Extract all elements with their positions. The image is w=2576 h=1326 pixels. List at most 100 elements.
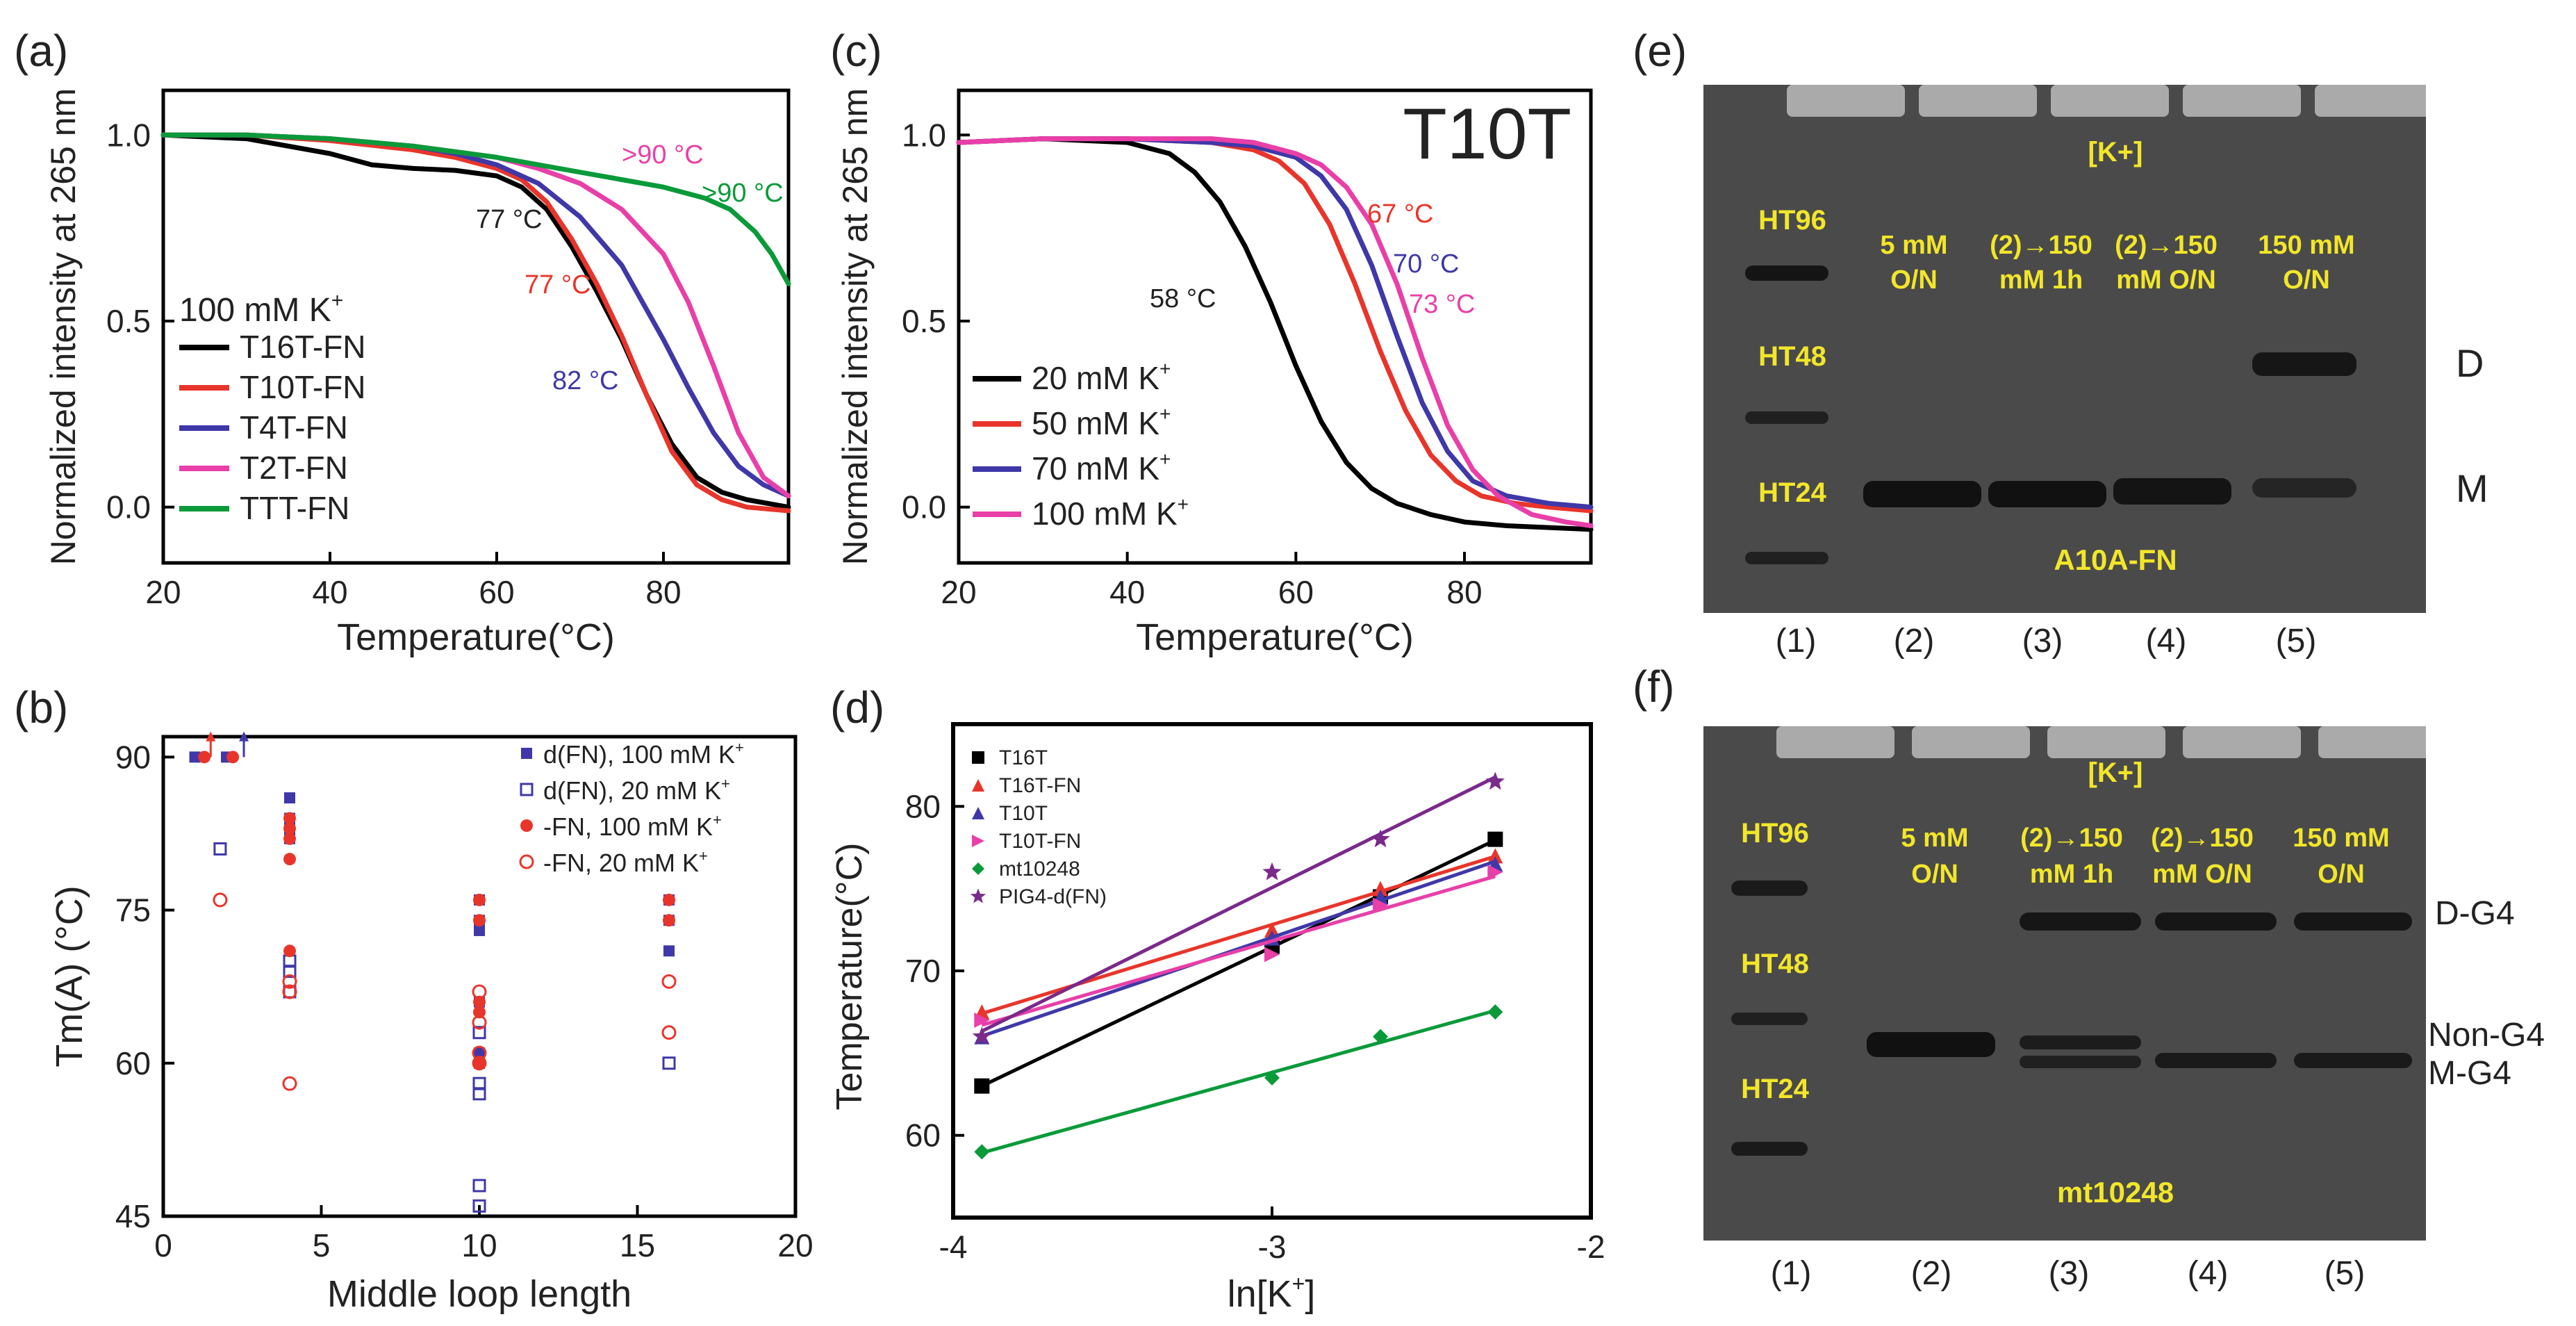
legend-label-a: T16T-FN (240, 329, 365, 365)
scatter-point-b (283, 832, 296, 845)
scatter-point-b (283, 822, 296, 835)
scatter-point-b (473, 1056, 486, 1070)
gel-image-f (1703, 726, 2426, 1241)
annotations-a: 77 °C 77 °C 82 °C >90 °C >90 °C (476, 140, 784, 395)
gel-well (2183, 726, 2301, 758)
scatter-point-d (972, 1026, 991, 1045)
y-tick-label-a: 0.0 (106, 489, 151, 525)
x-tick-label-c: 40 (1109, 574, 1145, 610)
series-line-c-20-mm-k- (956, 136, 1594, 532)
legend-label-d: T10T-FN (999, 830, 1081, 853)
scatter-point-b (283, 853, 296, 866)
annotation-a-t10t: 77 °C (525, 270, 591, 300)
panel-label-b: (b) (14, 682, 68, 732)
legend-label-b: d(FN), 20 mM K+ (543, 775, 730, 805)
y-tick-label-c: 1.0 (902, 117, 946, 153)
sample-band-m-g4 (2155, 1053, 2277, 1068)
legend-label-sup-b: + (713, 811, 722, 828)
plot-frame-d (951, 722, 1593, 1220)
scatter-point-d (1264, 922, 1280, 938)
legend-label-b: d(FN), 100 mM K+ (543, 739, 744, 769)
legend-a: 100 mM K+ T16T-FN T10T-FN T4T-FN T2T-FN TTT-… (179, 289, 365, 526)
x-tick-label-b: 0 (154, 1227, 172, 1263)
x-tick-label-c: 80 (1446, 574, 1482, 610)
annotation-c-20mm: 58 °C (1150, 284, 1216, 313)
gel-well (1776, 726, 1894, 758)
ladder-band-ht24 (1745, 552, 1828, 564)
sample-band-m (1863, 481, 1981, 507)
legend-title-sup-a: + (331, 289, 344, 312)
panel-b-chart: 0 5 10 15 20 45 60 75 90 Tm(A) (°C) Middle loop … (49, 731, 814, 1315)
scatter-point-d (972, 862, 984, 875)
scatter-point-d (1487, 831, 1503, 847)
panel-c-chart: 20 40 60 80 0.0 0.5 1.0 Normalized intensity a… (836, 88, 1594, 658)
scatter-point-d (972, 751, 984, 764)
scatter-point-b (472, 1199, 486, 1213)
scatter-point-d (1487, 1004, 1503, 1020)
legend-label-sup-c: + (1159, 358, 1171, 379)
legend-marker-b (519, 854, 534, 869)
gel-well (2051, 85, 2169, 117)
panel-label-d: (d) (830, 682, 884, 732)
legend-label-c: 70 mM K+ (1032, 448, 1171, 486)
x-tick-label-c: 60 (1278, 574, 1314, 610)
legend-marker-b (520, 783, 534, 796)
x-tick-label-a: 60 (479, 574, 514, 610)
y-tick-label-b: 60 (115, 1045, 151, 1081)
legend-label-d: PIG4-d(FN) (999, 885, 1107, 908)
scatter-point-b (282, 1076, 297, 1091)
x-axis-label-d-tail: ] (1305, 1273, 1315, 1315)
scatter-point-d (1373, 1029, 1389, 1045)
scatter-point-b (472, 1026, 486, 1040)
legend-marker-b (520, 819, 533, 832)
plot-frame-c (957, 88, 1593, 565)
y-axis-label-b: Tm(A) (°C) (49, 885, 90, 1067)
x-axis-label-a: Temperature(°C) (337, 616, 615, 658)
legend-label-sup-b: + (735, 739, 744, 756)
sample-band-non-g4 (2020, 1036, 2141, 1049)
panel-a-chart: 20 40 60 80 0.0 0.5 1.0 Normalized intensity a… (44, 88, 791, 658)
legend-label-b: -FN, 100 mM K+ (543, 811, 722, 841)
y-tick-label-d: 80 (905, 788, 941, 824)
sample-band-d-g4 (2294, 912, 2412, 931)
legend-label-d: T16T-FN (999, 774, 1081, 797)
scatter-point-b (473, 893, 486, 906)
scatter-point-b (472, 1056, 487, 1071)
annotation-c-50mm: 67 °C (1367, 199, 1433, 229)
scatter-point-b (284, 792, 295, 804)
x-tick-label-a: 40 (312, 574, 347, 610)
y-tick-label-a: 1.0 (106, 117, 151, 153)
scatter-point-d (1373, 897, 1389, 913)
scatter-point-b (213, 892, 228, 908)
panel-label-a: (a) (14, 26, 68, 76)
gel-well (1919, 85, 2037, 117)
scatter-point-b (661, 1025, 677, 1040)
scatter-point-b (472, 984, 487, 999)
gel-well (2318, 726, 2426, 758)
scatter-point-b (189, 751, 201, 763)
legend-label-sup-b: + (721, 775, 730, 792)
scatter-point-b (282, 974, 297, 989)
scatter-point-b (663, 945, 675, 957)
scatter-point-d (1373, 881, 1389, 897)
scatter-point-b (472, 1179, 486, 1193)
chart-title-c: T10T (1403, 94, 1571, 174)
legend-label-sup-c: + (1159, 448, 1171, 470)
legend-label-a: T2T-FN (240, 450, 348, 486)
fit-line-d (981, 776, 1496, 1033)
y-tick-label-c: 0.0 (902, 489, 946, 525)
series-line-a-t10t-fn (160, 132, 791, 514)
arrow-up-icon (239, 731, 249, 742)
annotation-a-t2t: >90 °C (622, 140, 704, 170)
scatter-point-d (1264, 1070, 1280, 1086)
legend-marker-b (521, 748, 532, 759)
legend-label-c: 100 mM K+ (1032, 493, 1189, 532)
scatter-point-d (972, 807, 984, 819)
annotation-a-t4t: 82 °C (552, 366, 618, 395)
annotation-c-100mm: 73 °C (1409, 290, 1475, 319)
gel-well (2315, 85, 2426, 117)
scatter-point-d (974, 1144, 990, 1160)
x-tick-label-b: 10 (461, 1227, 497, 1263)
legend-d: T16T T16T-FN T10T T10T-FN mt10248 PIG4-d(FN) (970, 746, 1107, 908)
scatter-point-b (661, 974, 677, 989)
